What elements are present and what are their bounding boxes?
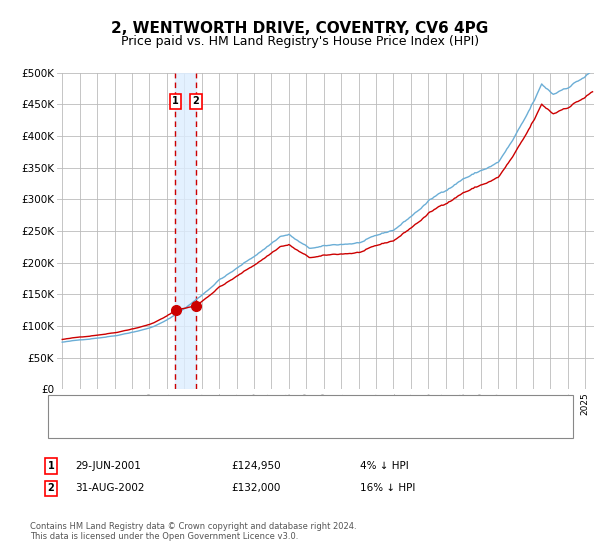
Bar (175, 73, 196, 389)
Text: 1: 1 (172, 96, 179, 106)
Text: This data is licensed under the Open Government Licence v3.0.: This data is licensed under the Open Gov… (30, 532, 298, 541)
Text: 1: 1 (47, 461, 55, 471)
Text: Contains HM Land Registry data © Crown copyright and database right 2024.: Contains HM Land Registry data © Crown c… (30, 522, 356, 531)
Text: 2, WENTWORTH DRIVE, COVENTRY, CV6 4PG: 2, WENTWORTH DRIVE, COVENTRY, CV6 4PG (112, 21, 488, 36)
Text: 29-JUN-2001: 29-JUN-2001 (75, 461, 141, 471)
Text: HPI: Average price, detached house, Coventry: HPI: Average price, detached house, Cove… (93, 421, 318, 431)
Text: 2: 2 (47, 483, 55, 493)
Text: £124,950: £124,950 (231, 461, 281, 471)
Text: Price paid vs. HM Land Registry's House Price Index (HPI): Price paid vs. HM Land Registry's House … (121, 35, 479, 48)
Text: 2, WENTWORTH DRIVE, COVENTRY, CV6 4PG (detached house): 2, WENTWORTH DRIVE, COVENTRY, CV6 4PG (d… (93, 402, 401, 412)
Text: 2: 2 (193, 96, 199, 106)
Text: £132,000: £132,000 (231, 483, 280, 493)
Text: 4% ↓ HPI: 4% ↓ HPI (360, 461, 409, 471)
Text: 31-AUG-2002: 31-AUG-2002 (75, 483, 145, 493)
Text: 16% ↓ HPI: 16% ↓ HPI (360, 483, 415, 493)
